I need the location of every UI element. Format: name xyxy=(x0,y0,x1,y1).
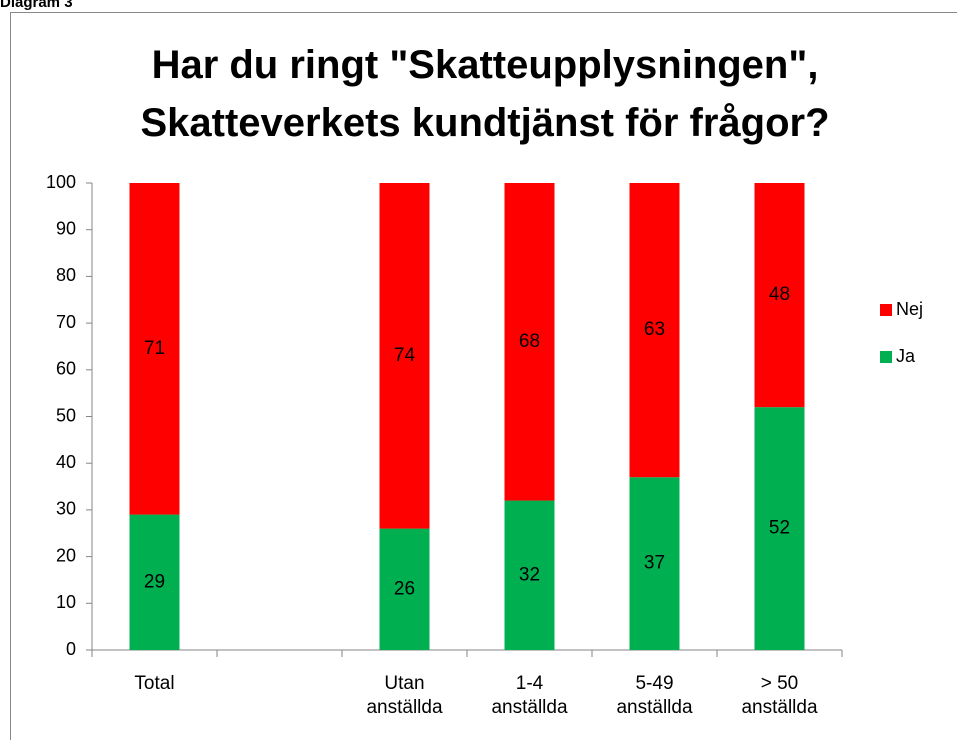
y-tick-label: 20 xyxy=(56,545,76,565)
y-tick-label: 80 xyxy=(56,265,76,285)
diagram-label: Diagram 3 xyxy=(0,0,73,11)
legend-label: Nej xyxy=(896,299,923,319)
y-tick-label: 30 xyxy=(56,499,76,519)
x-tick-label: > 50 anställda xyxy=(741,673,818,718)
value-label: 68 xyxy=(519,331,540,352)
legend-label: Ja xyxy=(896,346,916,366)
value-label: 63 xyxy=(644,319,665,340)
y-tick-label: 100 xyxy=(46,172,76,192)
bar-segment xyxy=(504,500,555,650)
bar-segment xyxy=(629,477,680,650)
chart-title: Har du ringt "Skatteupplysningen", Skatt… xyxy=(140,43,830,145)
chart-border xyxy=(10,12,957,740)
bar-segment xyxy=(129,183,180,515)
y-tick-label: 10 xyxy=(56,592,76,612)
y-tick-label: 50 xyxy=(56,405,76,425)
y-tick-label: 0 xyxy=(66,639,76,659)
value-label: 52 xyxy=(769,518,790,539)
x-tick-label: Utan anställda xyxy=(366,673,443,718)
value-label: 32 xyxy=(519,564,540,585)
x-tick-label: 1-4 anställda xyxy=(491,673,568,718)
x-tick-label: Total xyxy=(134,673,175,694)
value-label: 26 xyxy=(394,578,415,599)
y-tick-label: 40 xyxy=(56,452,76,472)
bar-segment xyxy=(129,514,180,650)
bar-segment xyxy=(629,183,680,478)
value-label: 71 xyxy=(144,338,165,359)
legend-swatch xyxy=(880,304,892,316)
value-label: 37 xyxy=(644,553,665,574)
bar-segment xyxy=(379,528,430,650)
value-label: 29 xyxy=(144,571,165,592)
bar-segment xyxy=(504,183,555,501)
x-tick-label: 5-49 anställda xyxy=(616,673,693,718)
y-tick-label: 70 xyxy=(56,312,76,332)
bar-segment xyxy=(754,183,805,408)
legend-swatch xyxy=(880,351,892,363)
value-label: 74 xyxy=(394,345,416,366)
y-tick-label: 60 xyxy=(56,359,76,379)
bar-segment xyxy=(754,407,805,650)
bar-segment xyxy=(379,183,430,529)
y-tick-label: 90 xyxy=(56,218,76,238)
value-label: 48 xyxy=(769,284,790,305)
